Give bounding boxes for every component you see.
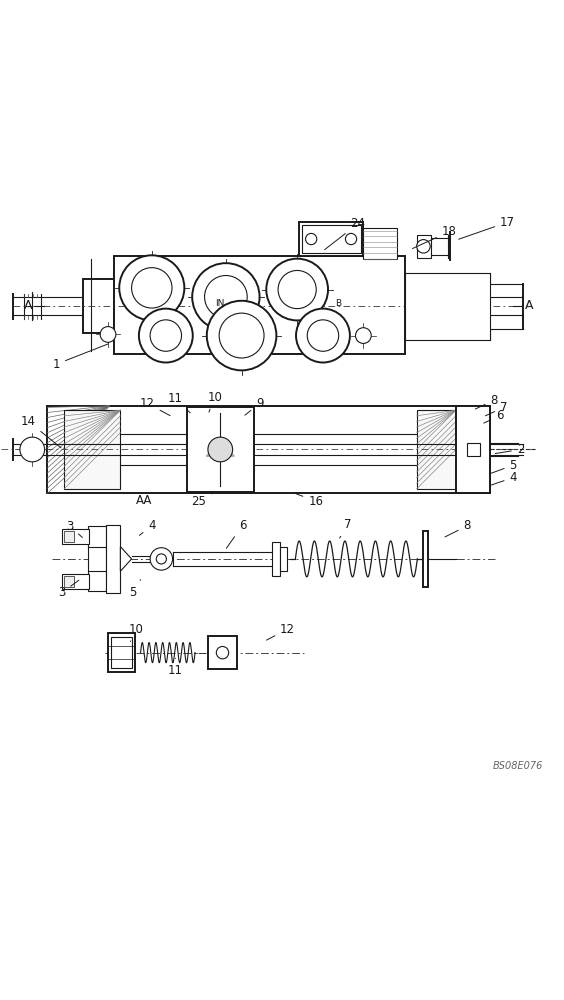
Bar xyxy=(272,542,280,576)
Circle shape xyxy=(205,276,247,318)
Text: AA: AA xyxy=(136,494,153,507)
Circle shape xyxy=(296,309,350,363)
Circle shape xyxy=(217,646,228,659)
Bar xyxy=(208,636,237,669)
Text: A: A xyxy=(525,299,533,312)
Bar xyxy=(107,525,120,593)
Bar xyxy=(299,222,363,256)
Text: B: B xyxy=(335,299,341,308)
Text: 6: 6 xyxy=(226,519,246,548)
Bar xyxy=(363,228,397,259)
Circle shape xyxy=(219,313,264,358)
Bar xyxy=(64,410,120,489)
Circle shape xyxy=(100,327,116,342)
Circle shape xyxy=(306,233,317,245)
Text: 17: 17 xyxy=(459,216,515,239)
Text: 18: 18 xyxy=(412,225,457,249)
Text: 16: 16 xyxy=(296,494,323,508)
Circle shape xyxy=(207,301,276,370)
Circle shape xyxy=(139,309,193,363)
Bar xyxy=(62,574,89,589)
Circle shape xyxy=(278,270,316,309)
Text: BS08E076: BS08E076 xyxy=(492,761,543,771)
Circle shape xyxy=(355,328,371,343)
Circle shape xyxy=(417,240,430,253)
Text: 12: 12 xyxy=(140,397,170,416)
Text: 24: 24 xyxy=(325,217,365,250)
Bar xyxy=(89,526,107,591)
Text: 9: 9 xyxy=(245,397,263,415)
Circle shape xyxy=(131,268,172,308)
Circle shape xyxy=(192,263,259,331)
Text: 1: 1 xyxy=(52,344,108,371)
Text: 8: 8 xyxy=(475,394,498,409)
Circle shape xyxy=(208,437,232,462)
Bar xyxy=(111,637,131,668)
Bar xyxy=(417,235,431,258)
Text: 4: 4 xyxy=(490,471,517,486)
Circle shape xyxy=(266,259,328,320)
Text: 25: 25 xyxy=(192,493,214,508)
Bar xyxy=(467,443,479,456)
Circle shape xyxy=(150,320,182,351)
Bar xyxy=(64,531,74,542)
Text: 2: 2 xyxy=(495,443,525,456)
Polygon shape xyxy=(120,547,131,571)
Bar xyxy=(424,531,428,587)
Circle shape xyxy=(150,548,173,570)
Text: 11: 11 xyxy=(168,392,190,413)
Bar xyxy=(280,547,287,571)
Text: 7: 7 xyxy=(486,401,508,416)
Circle shape xyxy=(20,437,45,462)
Circle shape xyxy=(345,233,356,245)
Bar xyxy=(406,273,490,340)
Text: 12: 12 xyxy=(267,623,295,640)
Text: 6: 6 xyxy=(484,409,504,423)
Text: 8: 8 xyxy=(445,519,471,537)
Bar xyxy=(187,407,254,492)
Text: 7: 7 xyxy=(340,518,352,538)
Bar xyxy=(302,225,360,253)
Bar xyxy=(47,406,490,493)
Text: 10: 10 xyxy=(207,391,222,412)
Text: 3: 3 xyxy=(58,580,79,599)
Circle shape xyxy=(156,554,166,564)
Text: 5: 5 xyxy=(129,580,140,599)
Text: A: A xyxy=(24,299,33,312)
Text: 10: 10 xyxy=(129,623,143,641)
Bar xyxy=(417,410,456,489)
Text: IN: IN xyxy=(215,299,225,308)
Text: 5: 5 xyxy=(491,459,517,473)
Polygon shape xyxy=(206,441,234,456)
Text: 11: 11 xyxy=(168,658,183,677)
Circle shape xyxy=(307,320,339,351)
Circle shape xyxy=(119,255,184,320)
Bar xyxy=(64,576,74,587)
Text: 14: 14 xyxy=(21,415,61,448)
Text: 4: 4 xyxy=(139,519,156,535)
Bar xyxy=(113,256,406,354)
Bar xyxy=(108,633,135,672)
Bar xyxy=(456,406,490,493)
Text: 3: 3 xyxy=(66,520,82,537)
Bar xyxy=(83,279,113,333)
Bar xyxy=(62,529,89,544)
